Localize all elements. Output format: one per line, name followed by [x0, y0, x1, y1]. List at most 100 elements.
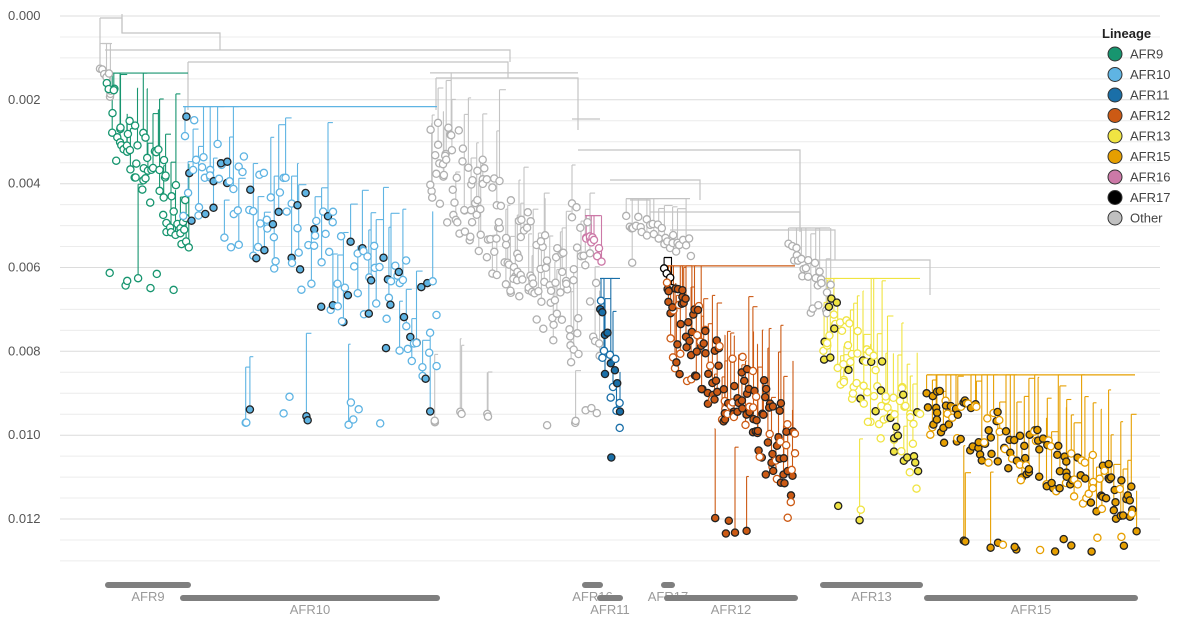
tree-tip — [169, 207, 178, 216]
tree-tip — [557, 267, 567, 277]
tree-tip — [107, 128, 117, 137]
tree-tip — [832, 298, 842, 307]
tree-tip — [926, 430, 935, 439]
tree-tip — [1119, 541, 1129, 550]
tree-tip — [457, 409, 466, 419]
tree-tip — [783, 513, 792, 522]
tree-tip — [130, 121, 140, 130]
tree-tip — [761, 470, 771, 479]
tree-tip — [213, 139, 222, 149]
tree-tip — [1047, 478, 1056, 488]
tree-tip — [787, 465, 796, 475]
tree-tip — [908, 439, 918, 448]
tree-tip — [699, 339, 708, 348]
tree-tip — [167, 192, 176, 201]
tree-tip — [125, 145, 135, 155]
tree-tip — [987, 449, 996, 459]
tree-tip — [432, 169, 441, 179]
tree-tip — [598, 353, 607, 363]
tree-tip — [417, 282, 426, 292]
tree-tip — [1024, 464, 1034, 474]
tree-tip — [721, 529, 731, 538]
tree-tip — [363, 252, 372, 261]
tree-tip — [492, 234, 501, 243]
tree-tip — [155, 165, 164, 175]
tree-tip — [1062, 457, 1071, 466]
tree-tip — [1127, 509, 1137, 518]
tree-tip — [668, 230, 678, 240]
tree-tip — [366, 276, 376, 285]
tree-tip — [742, 526, 751, 536]
tree-tip — [1053, 450, 1062, 460]
legend-entry-label: AFR11 — [1130, 88, 1170, 103]
legend-entry-label: Other — [1130, 211, 1163, 226]
tree-tip — [197, 162, 207, 172]
tree-tip — [1046, 442, 1056, 451]
tree-tip — [681, 241, 691, 250]
tree-tip — [1127, 482, 1136, 491]
tree-tip — [229, 184, 238, 194]
tree-tip — [569, 275, 578, 285]
tree-tip — [233, 206, 243, 215]
tree-tip — [1095, 474, 1104, 483]
tree-tip — [425, 407, 435, 416]
tree-tip — [293, 200, 302, 210]
tree-tip — [522, 223, 532, 233]
tree-tip — [1069, 492, 1079, 501]
tree-tip — [191, 155, 201, 165]
tree-tip — [984, 426, 993, 435]
tree-tip — [781, 440, 791, 450]
tree-tip — [611, 354, 620, 364]
tree-tip — [386, 300, 395, 309]
tree-tip — [138, 185, 147, 194]
tree-tip — [634, 212, 643, 222]
tree-tip — [188, 165, 198, 175]
tree-tip — [776, 398, 786, 408]
tree-tip — [692, 372, 701, 381]
tree-tip — [428, 277, 437, 286]
legend-swatch — [1107, 190, 1123, 205]
tree-tip — [239, 152, 249, 161]
tree-tip — [909, 419, 918, 429]
tree-tip — [359, 246, 368, 256]
tree-tip — [692, 347, 702, 356]
clade-label: AFR9 — [131, 589, 164, 604]
tree-tip — [906, 413, 915, 422]
tree-tip — [238, 167, 247, 177]
tree-tip — [321, 229, 330, 239]
tree-tip — [550, 295, 560, 305]
tree-tip — [1073, 480, 1083, 489]
tree-tip — [675, 369, 684, 379]
tree-tip — [346, 237, 355, 246]
tree-tip — [983, 414, 992, 423]
tree-tip — [458, 157, 467, 166]
tree-tip — [401, 256, 411, 265]
tree-tip — [494, 218, 504, 227]
tree-tip — [546, 286, 556, 296]
tree-tip — [225, 177, 234, 186]
tree-tip — [1059, 534, 1068, 544]
tree-tip — [881, 392, 890, 401]
tree-tip — [753, 426, 763, 436]
tree-tip — [171, 180, 181, 190]
tree-tip — [478, 155, 487, 164]
tree-tip — [681, 294, 690, 303]
legend-entry-label: AFR9 — [1130, 47, 1163, 62]
tree-tip — [1001, 427, 1011, 436]
tree-branch — [188, 61, 509, 78]
tree-tip — [666, 334, 675, 343]
tree-tip — [569, 264, 579, 274]
tree-tip — [1015, 431, 1025, 441]
tree-tip — [432, 310, 441, 320]
tree-tip — [1104, 459, 1113, 469]
tree-tip — [473, 166, 482, 176]
tree-tip — [792, 243, 801, 253]
tree-tip — [386, 276, 396, 286]
legend-entry-label: AFR17 — [1130, 190, 1170, 205]
tree-tip — [468, 175, 477, 185]
tree-tip — [460, 227, 470, 236]
tree-tip — [833, 363, 842, 373]
tree-tip — [993, 457, 1003, 466]
tree-tip — [724, 516, 734, 525]
tree-tip — [664, 286, 673, 296]
